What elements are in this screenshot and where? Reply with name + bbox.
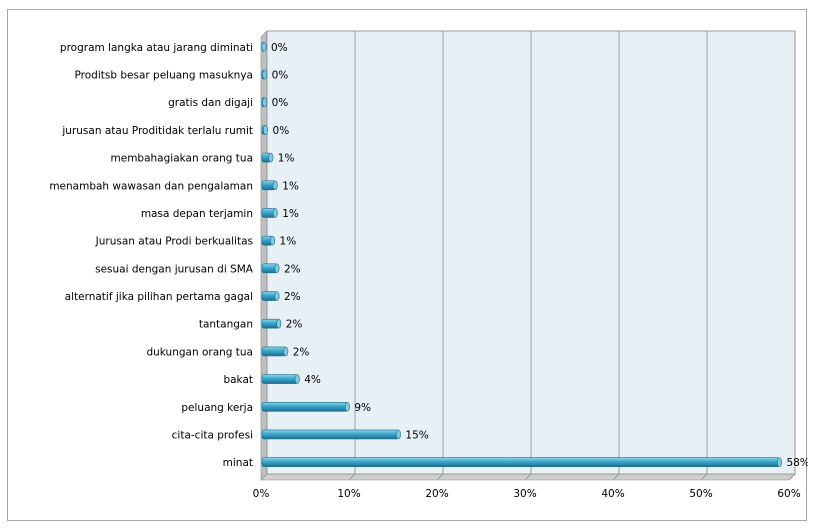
x-tick-label: 50%: [689, 488, 712, 500]
bar-cap: [262, 69, 268, 80]
gridline-floor: [348, 473, 356, 481]
x-tick-label: 20%: [425, 488, 448, 500]
x-tick-label: 40%: [601, 488, 624, 500]
gridline-floor: [612, 473, 620, 481]
bar-cap: [283, 346, 289, 357]
data-label: 4%: [304, 374, 321, 386]
bar-cap: [262, 97, 268, 108]
gridline-floor: [788, 473, 796, 481]
data-label: 58%: [786, 457, 808, 469]
category-label: masa depan terjamin: [141, 208, 253, 220]
category-label: Proditsb besar peluang masuknya: [75, 70, 253, 82]
category-label: alternatif jika pilihan pertama gagal: [65, 291, 253, 303]
bar: [261, 429, 399, 440]
bar-cap: [294, 374, 300, 384]
gridline-floor: [524, 473, 532, 481]
x-tick-label: 60%: [777, 488, 800, 500]
bar-cap: [776, 457, 782, 467]
bar-chart: 0% 10% 20% 30% 40% 50% 60% program langka atau …: [49, 30, 808, 500]
data-label: 9%: [354, 402, 371, 414]
data-label: 2%: [286, 319, 303, 331]
x-tick-label: 30%: [513, 488, 536, 500]
category-label: gratis dan digaji: [168, 97, 253, 109]
bar-cap: [344, 401, 350, 412]
data-label: 0%: [272, 70, 289, 82]
category-label: bakat: [223, 374, 253, 386]
data-label: 1%: [278, 153, 295, 165]
bar-cap: [274, 291, 280, 301]
x-tick-label: 0%: [253, 488, 270, 500]
bar: [261, 401, 348, 412]
bar: [261, 346, 287, 357]
data-label: 15%: [405, 429, 428, 441]
bar-cap: [263, 125, 269, 135]
data-label: 2%: [284, 263, 301, 275]
category-label: sesuai dengan jurusan di SMA: [95, 263, 254, 275]
category-label: tantangan: [199, 319, 253, 331]
category-label: dukungan orang tua: [146, 346, 253, 358]
bar-cap: [261, 42, 267, 52]
data-label: 0%: [271, 42, 288, 54]
category-label: Jurusan atau Prodi berkualitas: [95, 236, 253, 248]
bar-cap: [268, 152, 274, 163]
data-label: 1%: [282, 208, 299, 220]
bar: [261, 318, 280, 329]
data-label: 1%: [282, 180, 299, 192]
data-label: 0%: [273, 125, 290, 137]
data-label: 0%: [272, 97, 289, 109]
category-label: membahagiakan orang tua: [111, 153, 253, 165]
bar-cap: [272, 208, 278, 218]
data-label: 2%: [293, 346, 310, 358]
x-tick-label: 10%: [337, 488, 360, 500]
category-label: jurusan atau Proditidak terlalu rumit: [61, 125, 253, 137]
bar-cap: [276, 318, 282, 329]
gridline-floor: [436, 473, 444, 481]
data-label: 2%: [284, 291, 301, 303]
bar-cap: [272, 180, 278, 191]
data-label: 1%: [280, 236, 297, 248]
category-label: menambah wawasan dan pengalaman: [49, 180, 253, 192]
category-label: minat: [223, 457, 253, 469]
bar-cap: [395, 429, 401, 440]
category-label: peluang kerja: [181, 402, 253, 414]
bar-cap: [274, 263, 280, 274]
bar: [261, 457, 780, 467]
chart-frame: 0% 10% 20% 30% 40% 50% 60% program langka atau …: [7, 9, 808, 521]
bar: [261, 374, 298, 384]
gridline-floor: [700, 473, 708, 481]
category-label: program langka atau jarang diminati: [60, 42, 253, 54]
bar-cap: [270, 235, 276, 246]
category-label: cita-cita profesi: [172, 429, 253, 441]
